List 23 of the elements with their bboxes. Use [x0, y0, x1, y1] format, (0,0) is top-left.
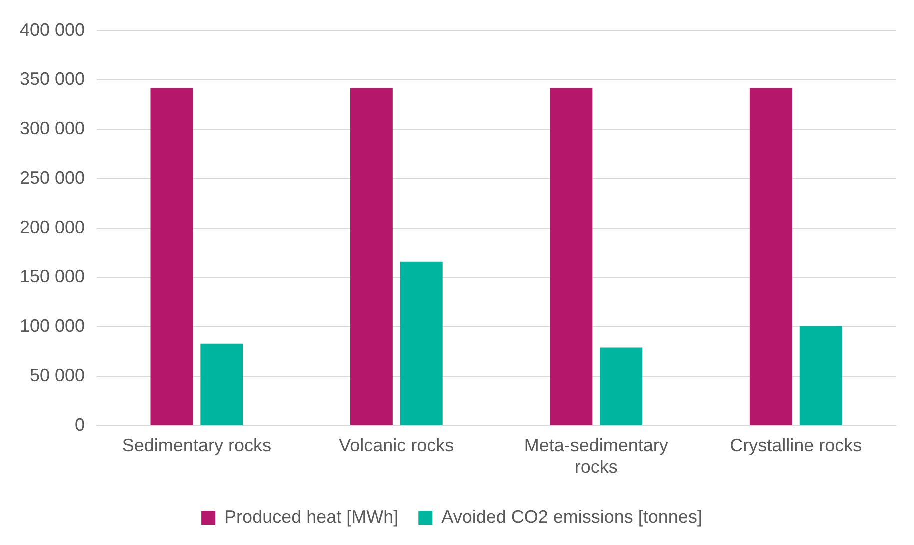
bar: [150, 88, 194, 426]
legend-label: Produced heat [MWh]: [224, 506, 399, 527]
y-tick-label: 0: [75, 414, 86, 435]
y-tick-label: 50 000: [30, 365, 86, 386]
bar: [200, 344, 244, 426]
legend-label: Avoided CO2 emissions [tonnes]: [442, 506, 702, 527]
bar: [600, 348, 643, 426]
x-tick-label: Volcanic rocks: [339, 436, 454, 456]
y-tick-label: 200 000: [20, 217, 86, 238]
bar: [350, 88, 393, 426]
bar: [750, 88, 792, 426]
bar: [550, 88, 593, 426]
x-tick-label: Meta-sedimentary rocks: [524, 436, 668, 478]
bar: [400, 262, 443, 426]
y-tick-label: 400 000: [20, 20, 86, 40]
y-tick-label: 350 000: [20, 69, 86, 90]
x-tick-label: Sedimentary rocks: [122, 436, 272, 456]
y-tick-label: 150 000: [20, 266, 86, 287]
x-tick-label: Crystalline rocks: [730, 436, 862, 456]
y-tick-label: 300 000: [20, 118, 86, 139]
y-tick-label: 250 000: [20, 168, 86, 188]
y-tick-label: 100 000: [20, 316, 86, 336]
bar: [800, 326, 842, 426]
